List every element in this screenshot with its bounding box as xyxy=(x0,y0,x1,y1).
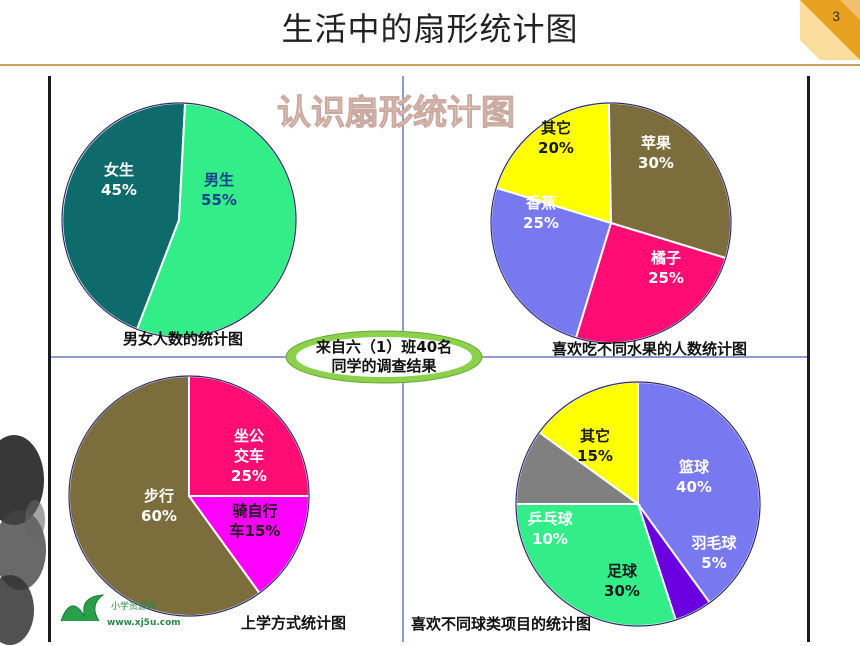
chart-caption: 喜欢不同球类项目的统计图 xyxy=(411,615,591,633)
center-badge-line2: 同学的调查结果 xyxy=(331,357,437,375)
slice-value-label: 30% xyxy=(638,154,674,172)
pie-chart-2: 其它 20% 苹果 30% 橘子 25% 香蕉 25% 喜欢吃不同水果的人数统计图 xyxy=(489,101,747,358)
center-badge-line1: 来自六（1）班40名 xyxy=(315,338,452,356)
slice-label: 交车 xyxy=(234,447,264,465)
chart-caption: 男女人数的统计图 xyxy=(123,330,243,348)
pie-outline xyxy=(68,375,310,617)
watermark-logo: 小学资源网 www.xj5u.com xyxy=(60,594,181,628)
slice-label: 男生 xyxy=(204,171,234,189)
pie-outline xyxy=(490,102,732,344)
pie-outline xyxy=(515,381,761,627)
slice-label: 足球 xyxy=(607,562,638,580)
slice-value-label: 20% xyxy=(538,139,574,157)
slice-value-label: 25% xyxy=(648,269,684,287)
slice-label: 苹果 xyxy=(641,134,672,152)
center-badge: 来自六（1）班40名 同学的调查结果 xyxy=(285,330,483,384)
slice-value-label: 15% xyxy=(577,447,613,465)
slice-value-label: 45% xyxy=(101,181,137,199)
banner-text: 认识扇形统计图 xyxy=(277,93,515,133)
chart-panel: 认识扇形统计图 女生 45% 男生 55% 男女人数的统计图 其它 20% 苹果 30% 橘子 25… xyxy=(48,76,810,642)
pie-chart-4: 篮球 40% 羽毛球 5% 足球 30% 乒乓球 10% 其它 15% 喜欢不同球类项目的统计图 xyxy=(411,380,761,633)
watermark-line2: www.xj5u.com xyxy=(107,618,181,628)
slice-value-label: 25% xyxy=(231,467,267,485)
slide-title: 生活中的扇形统计图 xyxy=(281,10,579,48)
slice-label: 橘子 xyxy=(650,249,681,267)
slice-value-label: 40% xyxy=(676,478,712,496)
slice-label: 其它 xyxy=(580,427,610,445)
chart-caption: 上学方式统计图 xyxy=(241,614,346,632)
slice-label: 车15% xyxy=(230,522,281,540)
slice-label: 篮球 xyxy=(678,458,710,476)
slice-label: 骑自行 xyxy=(232,502,277,520)
slice-label: 香蕉 xyxy=(526,194,556,212)
slice-value-label: 30% xyxy=(604,582,640,600)
slice-value-label: 10% xyxy=(532,530,568,548)
slice-label: 其它 xyxy=(541,119,571,137)
chart-caption: 喜欢吃不同水果的人数统计图 xyxy=(552,340,747,358)
page-corner-tab xyxy=(800,0,860,60)
slice-label: 坐公 xyxy=(234,427,264,445)
pie-chart-1: 女生 45% 男生 55% 男女人数的统计图 xyxy=(61,102,298,348)
decorative-grunge xyxy=(0,435,46,645)
slice-label: 羽毛球 xyxy=(691,534,737,552)
slice-value-label: 5% xyxy=(701,554,726,572)
slice-value-label: 25% xyxy=(523,214,559,232)
watermark-line1: 小学资源网 xyxy=(111,600,156,612)
slice-value-label: 55% xyxy=(201,191,237,209)
slice-label: 女生 xyxy=(104,161,134,179)
slice-label: 乒乓球 xyxy=(527,510,573,528)
slice-label: 步行 xyxy=(144,487,174,505)
page-number: 3 xyxy=(832,8,840,24)
slice-value-label: 60% xyxy=(141,507,177,525)
header-rule xyxy=(0,64,860,66)
slide-header: 生活中的扇形统计图 3 xyxy=(0,0,860,64)
pie-outline xyxy=(61,102,297,338)
